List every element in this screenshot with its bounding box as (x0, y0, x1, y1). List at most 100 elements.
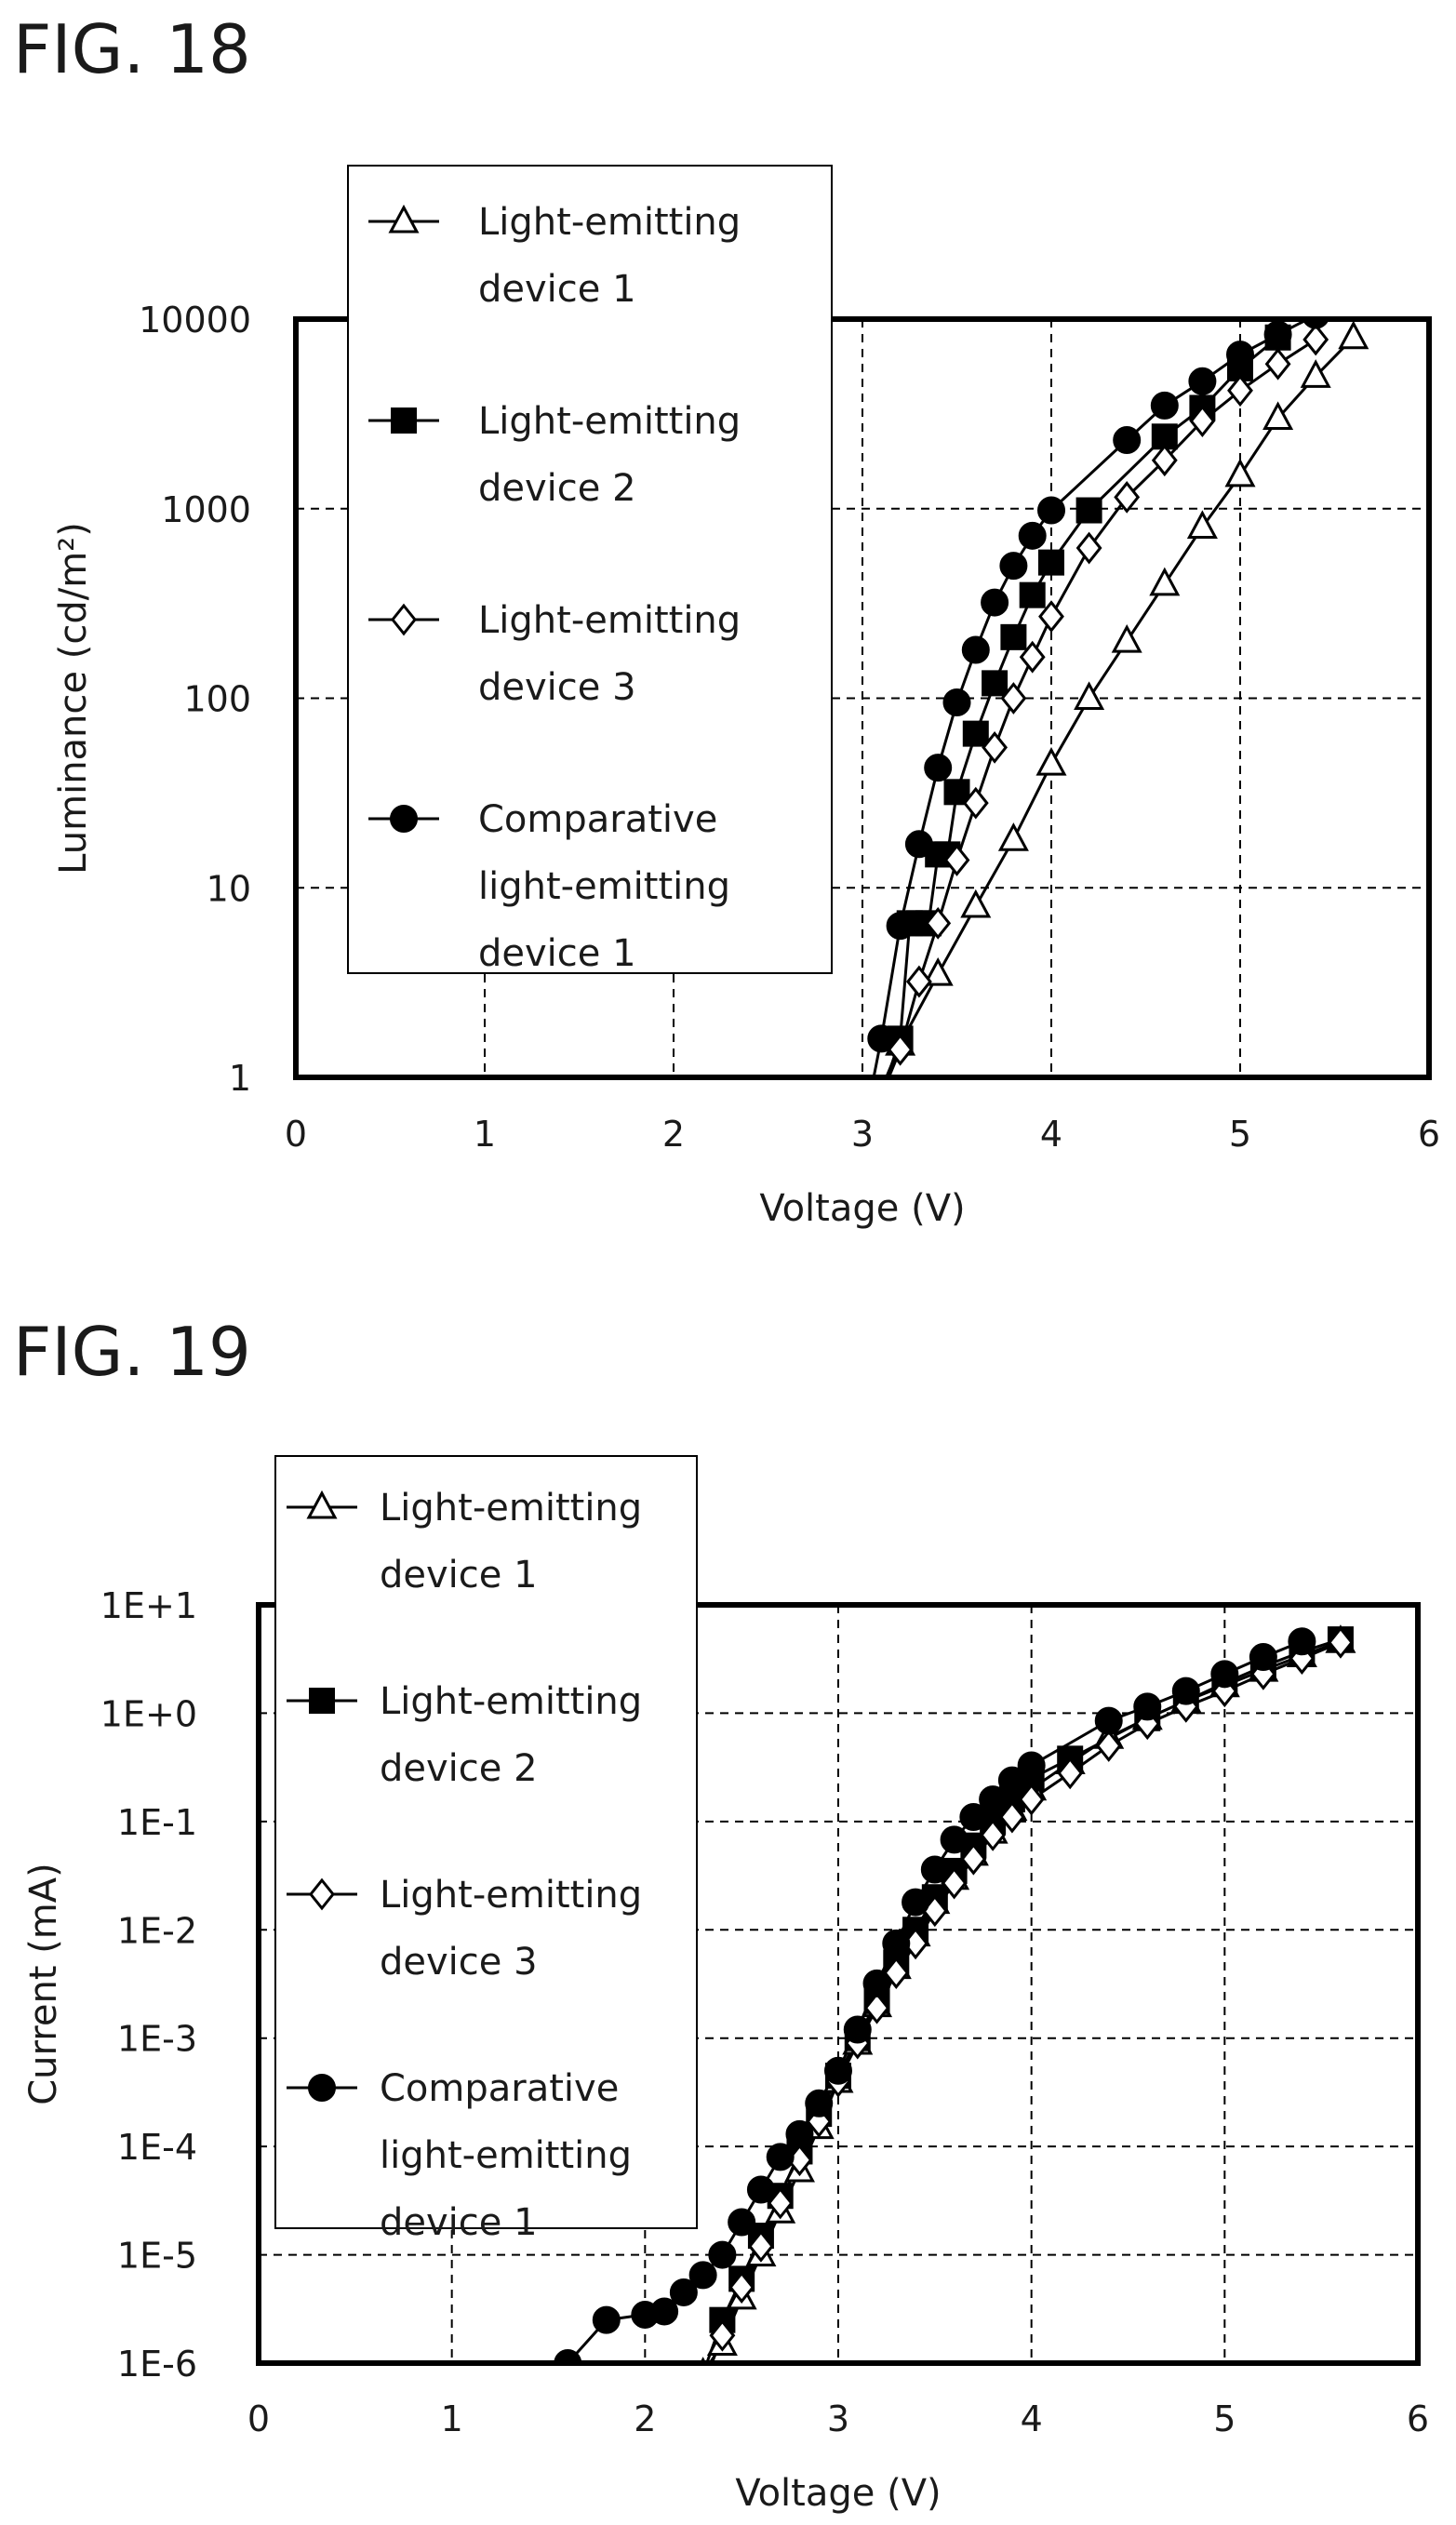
data-point-series-3 (692, 2373, 715, 2401)
data-point-series-3 (1075, 531, 1102, 565)
data-point-series-4 (766, 2143, 795, 2171)
legend-label: device 3 (380, 1941, 538, 1984)
legend-label: device 1 (478, 932, 636, 975)
x-tick-label: 0 (285, 1114, 307, 1155)
y-tick-label: 1E-2 (117, 1910, 197, 1951)
data-point-series-4 (785, 2119, 814, 2148)
data-point-series-4 (1263, 320, 1292, 349)
data-point-series-4 (940, 1825, 968, 1854)
data-point-series-3 (870, 1082, 892, 1110)
data-point-series-3 (962, 786, 989, 820)
y-tick-label: 10000 (139, 300, 251, 341)
data-point-series-4 (886, 912, 915, 941)
data-point-series-1 (1074, 681, 1105, 710)
x-tick-label: 2 (634, 2398, 656, 2439)
data-point-series-3 (863, 1991, 890, 2024)
data-point-series-4 (1302, 319, 1329, 329)
data-point-series-4 (924, 754, 953, 782)
y-tick-label: 100 (183, 679, 251, 720)
data-point-series-4 (961, 635, 990, 664)
data-point-series-3 (1057, 1757, 1084, 1790)
legend-label: device 3 (478, 666, 636, 709)
legend-label: Comparative (478, 798, 717, 841)
y-tick-label: 1E-5 (117, 2236, 197, 2277)
data-point-series-1 (671, 2382, 697, 2406)
data-point-series-3 (728, 2271, 755, 2305)
data-point-series-4 (999, 552, 1028, 581)
data-point-series-1 (960, 888, 992, 918)
series-line-4 (872, 319, 1312, 1077)
data-point-series-1 (1300, 359, 1331, 388)
data-point-series-2 (869, 1084, 893, 1108)
data-point-series-4 (824, 2056, 852, 2085)
legend-marker-4 (308, 2074, 336, 2102)
data-point-series-4 (650, 2297, 679, 2326)
data-point-series-2 (982, 670, 1009, 697)
data-point-series-3 (1264, 347, 1291, 381)
x-tick-label: 5 (1229, 1114, 1251, 1155)
data-point-series-4 (1018, 521, 1047, 550)
data-point-series-4 (1249, 1643, 1277, 1672)
data-point-series-3 (1038, 600, 1064, 634)
data-point-series-1 (1186, 510, 1218, 539)
x-tick-label: 6 (1418, 1114, 1440, 1155)
data-point-series-2 (1019, 581, 1046, 608)
x-tick-label: 1 (474, 1114, 496, 1155)
data-point-series-4 (1094, 1706, 1123, 1735)
x-tick-label: 1 (441, 2398, 463, 2439)
data-point-series-4 (554, 2349, 582, 2363)
data-point-series-4 (904, 830, 933, 859)
plot-frame (256, 1602, 1421, 2366)
data-point-series-2 (962, 720, 989, 747)
data-point-series-1 (1111, 624, 1142, 653)
data-point-series-4 (862, 1969, 891, 1997)
data-point-series-3 (767, 2186, 794, 2220)
x-tick-label: 6 (1407, 2398, 1429, 2439)
figure-19-label: FIG. 19 (13, 1313, 251, 1391)
data-point-series-3 (960, 1842, 987, 1876)
current-voltage-chart: 0 1 2 3 4 5 6 1E-6 1E-5 1E-4 1E-3 1E-2 1E-1 1E+0 1E+1 V… (22, 1455, 1429, 2515)
legend-label: device 1 (380, 2201, 538, 2244)
data-point-series-4 (1133, 1692, 1162, 1721)
legend-label: Comparative (380, 2067, 619, 2110)
y-tick-label: 1E-1 (117, 1802, 197, 1843)
y-tick-label: 1E+1 (100, 1585, 197, 1626)
legend-label: device 1 (380, 1554, 538, 1596)
data-point-series-3 (905, 965, 932, 998)
x-tick-label: 4 (1040, 1114, 1062, 1155)
legend-label: Light-emitting (478, 599, 741, 642)
data-point-series-4 (1150, 391, 1179, 420)
data-point-series-3 (941, 1866, 968, 1900)
data-point-series-1 (997, 822, 1029, 851)
data-point-series-1 (1338, 320, 1369, 350)
data-point-series-4 (746, 2175, 775, 2204)
data-point-series-4 (1113, 426, 1142, 455)
x-tick-label: 3 (827, 2398, 849, 2439)
legend-marker-2 (309, 1688, 335, 1714)
legend-label: Light-emitting (380, 1680, 642, 1723)
data-point-series-4 (979, 1785, 1008, 1814)
data-point-series-3 (1000, 682, 1027, 715)
y-tick-label: 1E-6 (117, 2344, 197, 2385)
data-point-series-1 (922, 956, 954, 986)
data-point-series-4 (1188, 367, 1217, 395)
data-point-series-4 (1226, 341, 1254, 369)
data-point-series-4 (1171, 1677, 1200, 1705)
data-point-series-4 (981, 588, 1009, 617)
data-point-series-3 (1328, 1625, 1354, 1659)
data-point-series-3 (925, 906, 952, 940)
data-point-series-4 (942, 688, 971, 717)
series-line-3 (710, 1641, 1342, 2363)
x-tick-label: 3 (851, 1114, 874, 1155)
legend-label: light-emitting (380, 2134, 632, 2177)
data-point-series-4 (1288, 1627, 1316, 1656)
plot-frame (293, 316, 1432, 1080)
y-tick-label: 1 (229, 1058, 251, 1099)
data-point-series-3 (982, 730, 1009, 764)
legend-marker-1 (306, 1490, 338, 1519)
data-point-series-4 (959, 1803, 988, 1832)
series-line-2 (705, 1637, 1342, 2363)
x-tick-label: 0 (247, 2398, 270, 2439)
data-point-series-3 (1302, 323, 1329, 356)
